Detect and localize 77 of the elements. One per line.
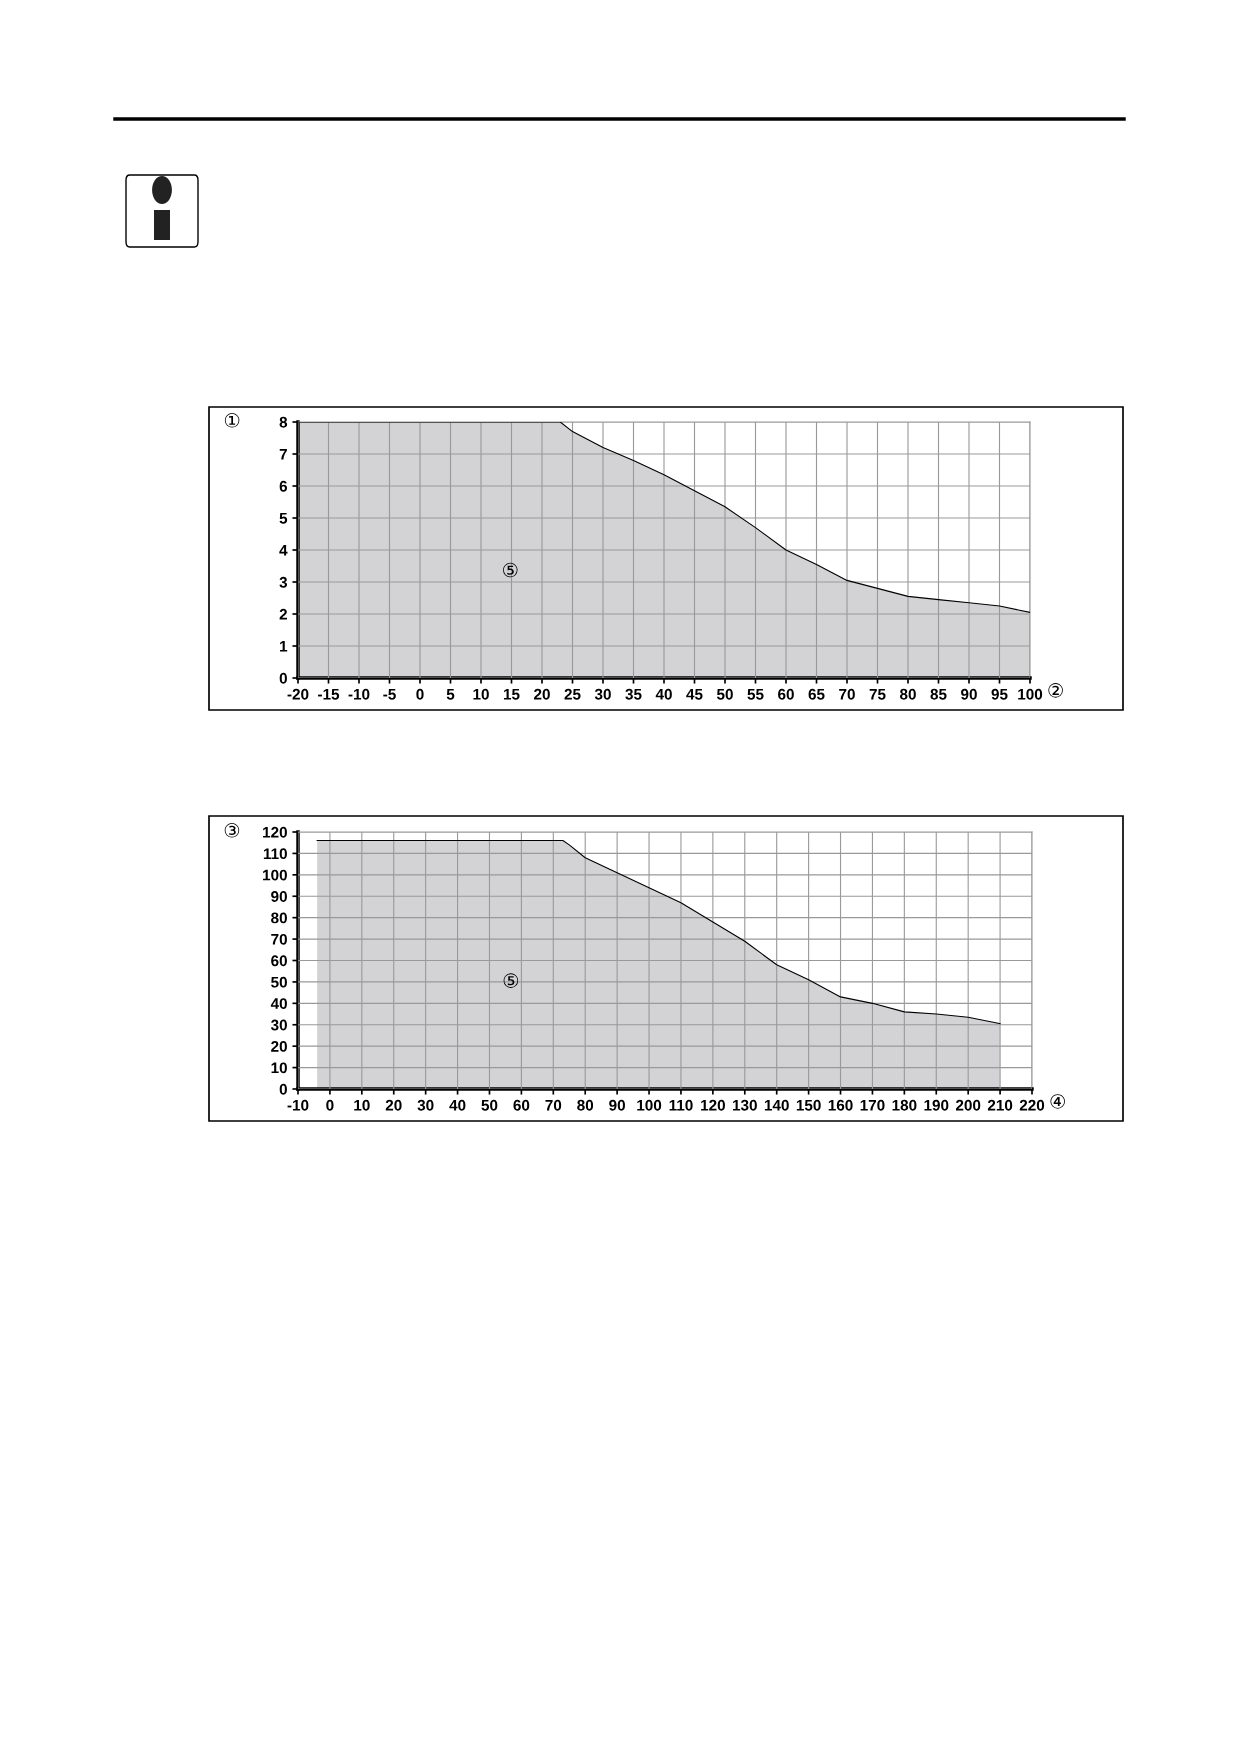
x-tick-label: 50 [716, 688, 733, 700]
x-tick-label: 10 [354, 1099, 370, 1111]
x-tick-label: 20 [385, 1099, 402, 1111]
x-tick-label: 50 [481, 1099, 498, 1111]
y-tick-label: 6 [279, 480, 288, 492]
x-tick-label: 80 [899, 688, 916, 700]
y-tick-label: 2 [279, 608, 287, 620]
x-tick-label: -10 [287, 1099, 309, 1111]
y-tick-label: 1 [280, 641, 288, 652]
y-tick-label: 120 [263, 826, 287, 838]
x-tick-label: 170 [860, 1099, 885, 1111]
y-tick-label: 80 [271, 912, 287, 924]
x-tick-label: 70 [839, 688, 855, 700]
x-tick-label: 40 [449, 1099, 466, 1111]
x-tick-label: 90 [961, 688, 977, 700]
x-tick-label: 85 [930, 688, 947, 700]
y-tick-label: 7 [279, 449, 287, 460]
x-axis-title: ② [1048, 683, 1063, 698]
x-tick-label: 65 [808, 688, 825, 700]
x-axis-title: ④ [1050, 1094, 1065, 1109]
x-tick-label: 180 [892, 1099, 917, 1111]
x-tick-label: 160 [828, 1099, 853, 1111]
x-tick-label: 90 [609, 1099, 625, 1111]
y-tick-label: 110 [263, 848, 287, 860]
x-tick-label: 15 [503, 688, 520, 700]
x-tick-label: -10 [348, 688, 370, 700]
y-tick-label: 8 [279, 416, 288, 428]
x-tick-label: 20 [534, 688, 550, 700]
x-tick-label: 5 [446, 688, 455, 700]
y-tick-label: 0 [279, 1083, 287, 1095]
y-tick-label: 70 [271, 933, 287, 945]
x-tick-label: 110 [669, 1099, 693, 1111]
annotation: ⑤ [503, 973, 519, 988]
y-tick-label: 20 [271, 1041, 287, 1052]
x-tick-label: 120 [701, 1099, 725, 1111]
x-tick-label: 40 [655, 688, 672, 700]
x-tick-label: 190 [924, 1099, 949, 1111]
annotation: ⑤ [503, 562, 518, 578]
y-tick-label: 60 [271, 955, 287, 967]
x-tick-label: 75 [869, 688, 886, 700]
x-tick-label: -15 [318, 688, 340, 700]
y-tick-label: 90 [271, 891, 287, 902]
y-tick-label: 4 [279, 545, 288, 556]
x-tick-label: 35 [625, 688, 642, 700]
x-tick-label: 150 [796, 1099, 821, 1111]
y-tick-label: 10 [271, 1062, 287, 1074]
y-axis-title: ③ [224, 823, 240, 838]
x-tick-label: 30 [594, 688, 611, 700]
x-tick-label: -5 [383, 688, 396, 700]
y-axis-title: ① [224, 413, 240, 428]
y-tick-label: 5 [279, 513, 288, 524]
x-tick-label: 70 [545, 1099, 562, 1111]
x-tick-label: 140 [764, 1099, 789, 1111]
x-tick-label: 60 [513, 1099, 530, 1111]
x-tick-label: 95 [991, 688, 1008, 700]
x-tick-label: 0 [326, 1099, 334, 1111]
x-tick-label: 45 [686, 688, 703, 700]
y-tick-label: 100 [263, 869, 287, 881]
y-tick-label: 3 [279, 576, 288, 588]
x-tick-label: 30 [417, 1099, 434, 1111]
x-tick-label: 10 [473, 688, 489, 700]
y-tick-label: 0 [279, 672, 287, 684]
x-tick-label: 0 [416, 688, 424, 700]
y-tick-label: 40 [270, 998, 287, 1010]
y-tick-label: 30 [270, 1019, 287, 1031]
x-tick-label: -20 [287, 688, 309, 700]
y-tick-label: 50 [271, 976, 287, 988]
x-tick-label: 210 [987, 1099, 1013, 1111]
x-tick-label: 200 [955, 1099, 981, 1111]
x-tick-label: 55 [747, 688, 764, 700]
x-tick-label: 130 [733, 1099, 757, 1111]
x-tick-label: 100 [1018, 688, 1043, 700]
x-tick-label: 220 [1019, 1099, 1045, 1111]
x-tick-label: 100 [637, 1099, 662, 1111]
x-tick-label: 60 [778, 688, 794, 700]
x-tick-label: 25 [564, 688, 581, 700]
x-tick-label: 80 [577, 1099, 594, 1111]
